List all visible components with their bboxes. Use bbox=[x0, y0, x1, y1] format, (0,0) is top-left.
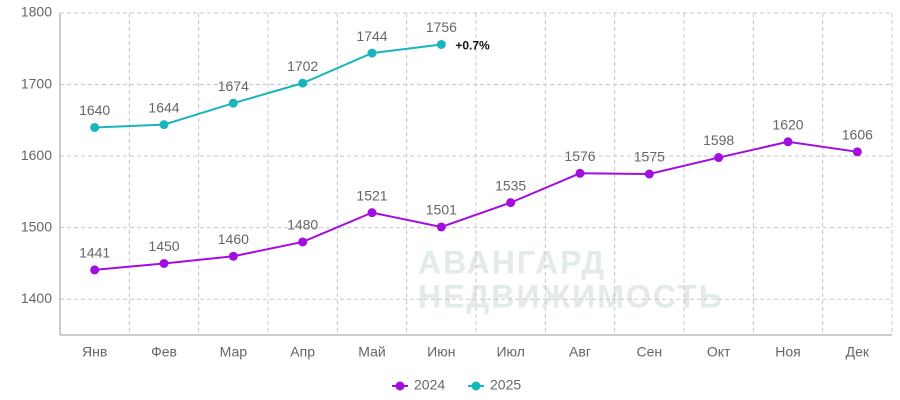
data-label: 1674 bbox=[218, 78, 249, 94]
x-tick-label: Янв bbox=[82, 344, 107, 360]
data-label: 1535 bbox=[495, 177, 526, 193]
watermark: АВАНГАРД bbox=[418, 244, 606, 280]
point bbox=[228, 98, 238, 108]
point bbox=[298, 78, 308, 88]
y-tick-label: 1800 bbox=[21, 4, 52, 20]
x-tick-label: Авг bbox=[569, 344, 591, 360]
data-label: 1702 bbox=[287, 58, 318, 74]
legend-marker bbox=[471, 381, 481, 391]
point bbox=[298, 237, 308, 247]
data-label: 1756 bbox=[426, 19, 457, 35]
data-label: 1620 bbox=[772, 117, 803, 133]
watermark: НЕДВИЖИМОСТЬ bbox=[418, 278, 724, 314]
y-tick-label: 1700 bbox=[21, 75, 52, 91]
x-tick-label: Июн bbox=[427, 344, 455, 360]
y-tick-label: 1600 bbox=[21, 147, 52, 163]
legend-marker bbox=[395, 381, 405, 391]
y-tick-label: 1400 bbox=[21, 290, 52, 306]
data-label: 1480 bbox=[287, 217, 318, 233]
point bbox=[228, 251, 238, 261]
annotation: +0.7% bbox=[455, 39, 490, 53]
point bbox=[783, 137, 793, 147]
series-line bbox=[94, 43, 442, 129]
point bbox=[90, 265, 100, 275]
data-label: 1575 bbox=[634, 149, 665, 165]
point bbox=[714, 153, 724, 163]
legend-label: 2025 bbox=[490, 377, 521, 393]
x-tick-label: Май bbox=[358, 344, 385, 360]
data-label: 1501 bbox=[426, 202, 457, 218]
data-label: 1441 bbox=[79, 245, 110, 261]
x-tick-label: Июл bbox=[496, 344, 524, 360]
data-label: 1460 bbox=[218, 231, 249, 247]
point bbox=[367, 48, 377, 58]
point bbox=[852, 147, 862, 157]
x-tick-label: Апр bbox=[290, 344, 315, 360]
y-tick-label: 1500 bbox=[21, 218, 52, 234]
point bbox=[644, 169, 654, 179]
data-label: 1606 bbox=[842, 127, 873, 143]
series-line bbox=[94, 140, 858, 271]
point bbox=[367, 208, 377, 218]
point bbox=[90, 122, 100, 132]
point bbox=[159, 258, 169, 268]
data-label: 1640 bbox=[79, 102, 110, 118]
data-label: 1644 bbox=[148, 99, 179, 115]
x-tick-label: Дек bbox=[846, 344, 870, 360]
x-tick-label: Сен bbox=[637, 344, 663, 360]
data-label: 1744 bbox=[356, 28, 387, 44]
point bbox=[436, 39, 446, 49]
x-tick-label: Фев bbox=[151, 344, 177, 360]
data-label: 1576 bbox=[564, 148, 595, 164]
data-label: 1521 bbox=[356, 187, 387, 203]
data-label: 1450 bbox=[148, 238, 179, 254]
x-tick-label: Мар bbox=[220, 344, 248, 360]
point bbox=[436, 222, 446, 232]
point bbox=[575, 168, 585, 178]
x-tick-label: Окт bbox=[707, 344, 731, 360]
point bbox=[506, 198, 516, 208]
data-label: 1598 bbox=[703, 132, 734, 148]
legend-label: 2024 bbox=[414, 377, 445, 393]
x-tick-label: Ноя bbox=[775, 344, 800, 360]
point bbox=[159, 120, 169, 130]
